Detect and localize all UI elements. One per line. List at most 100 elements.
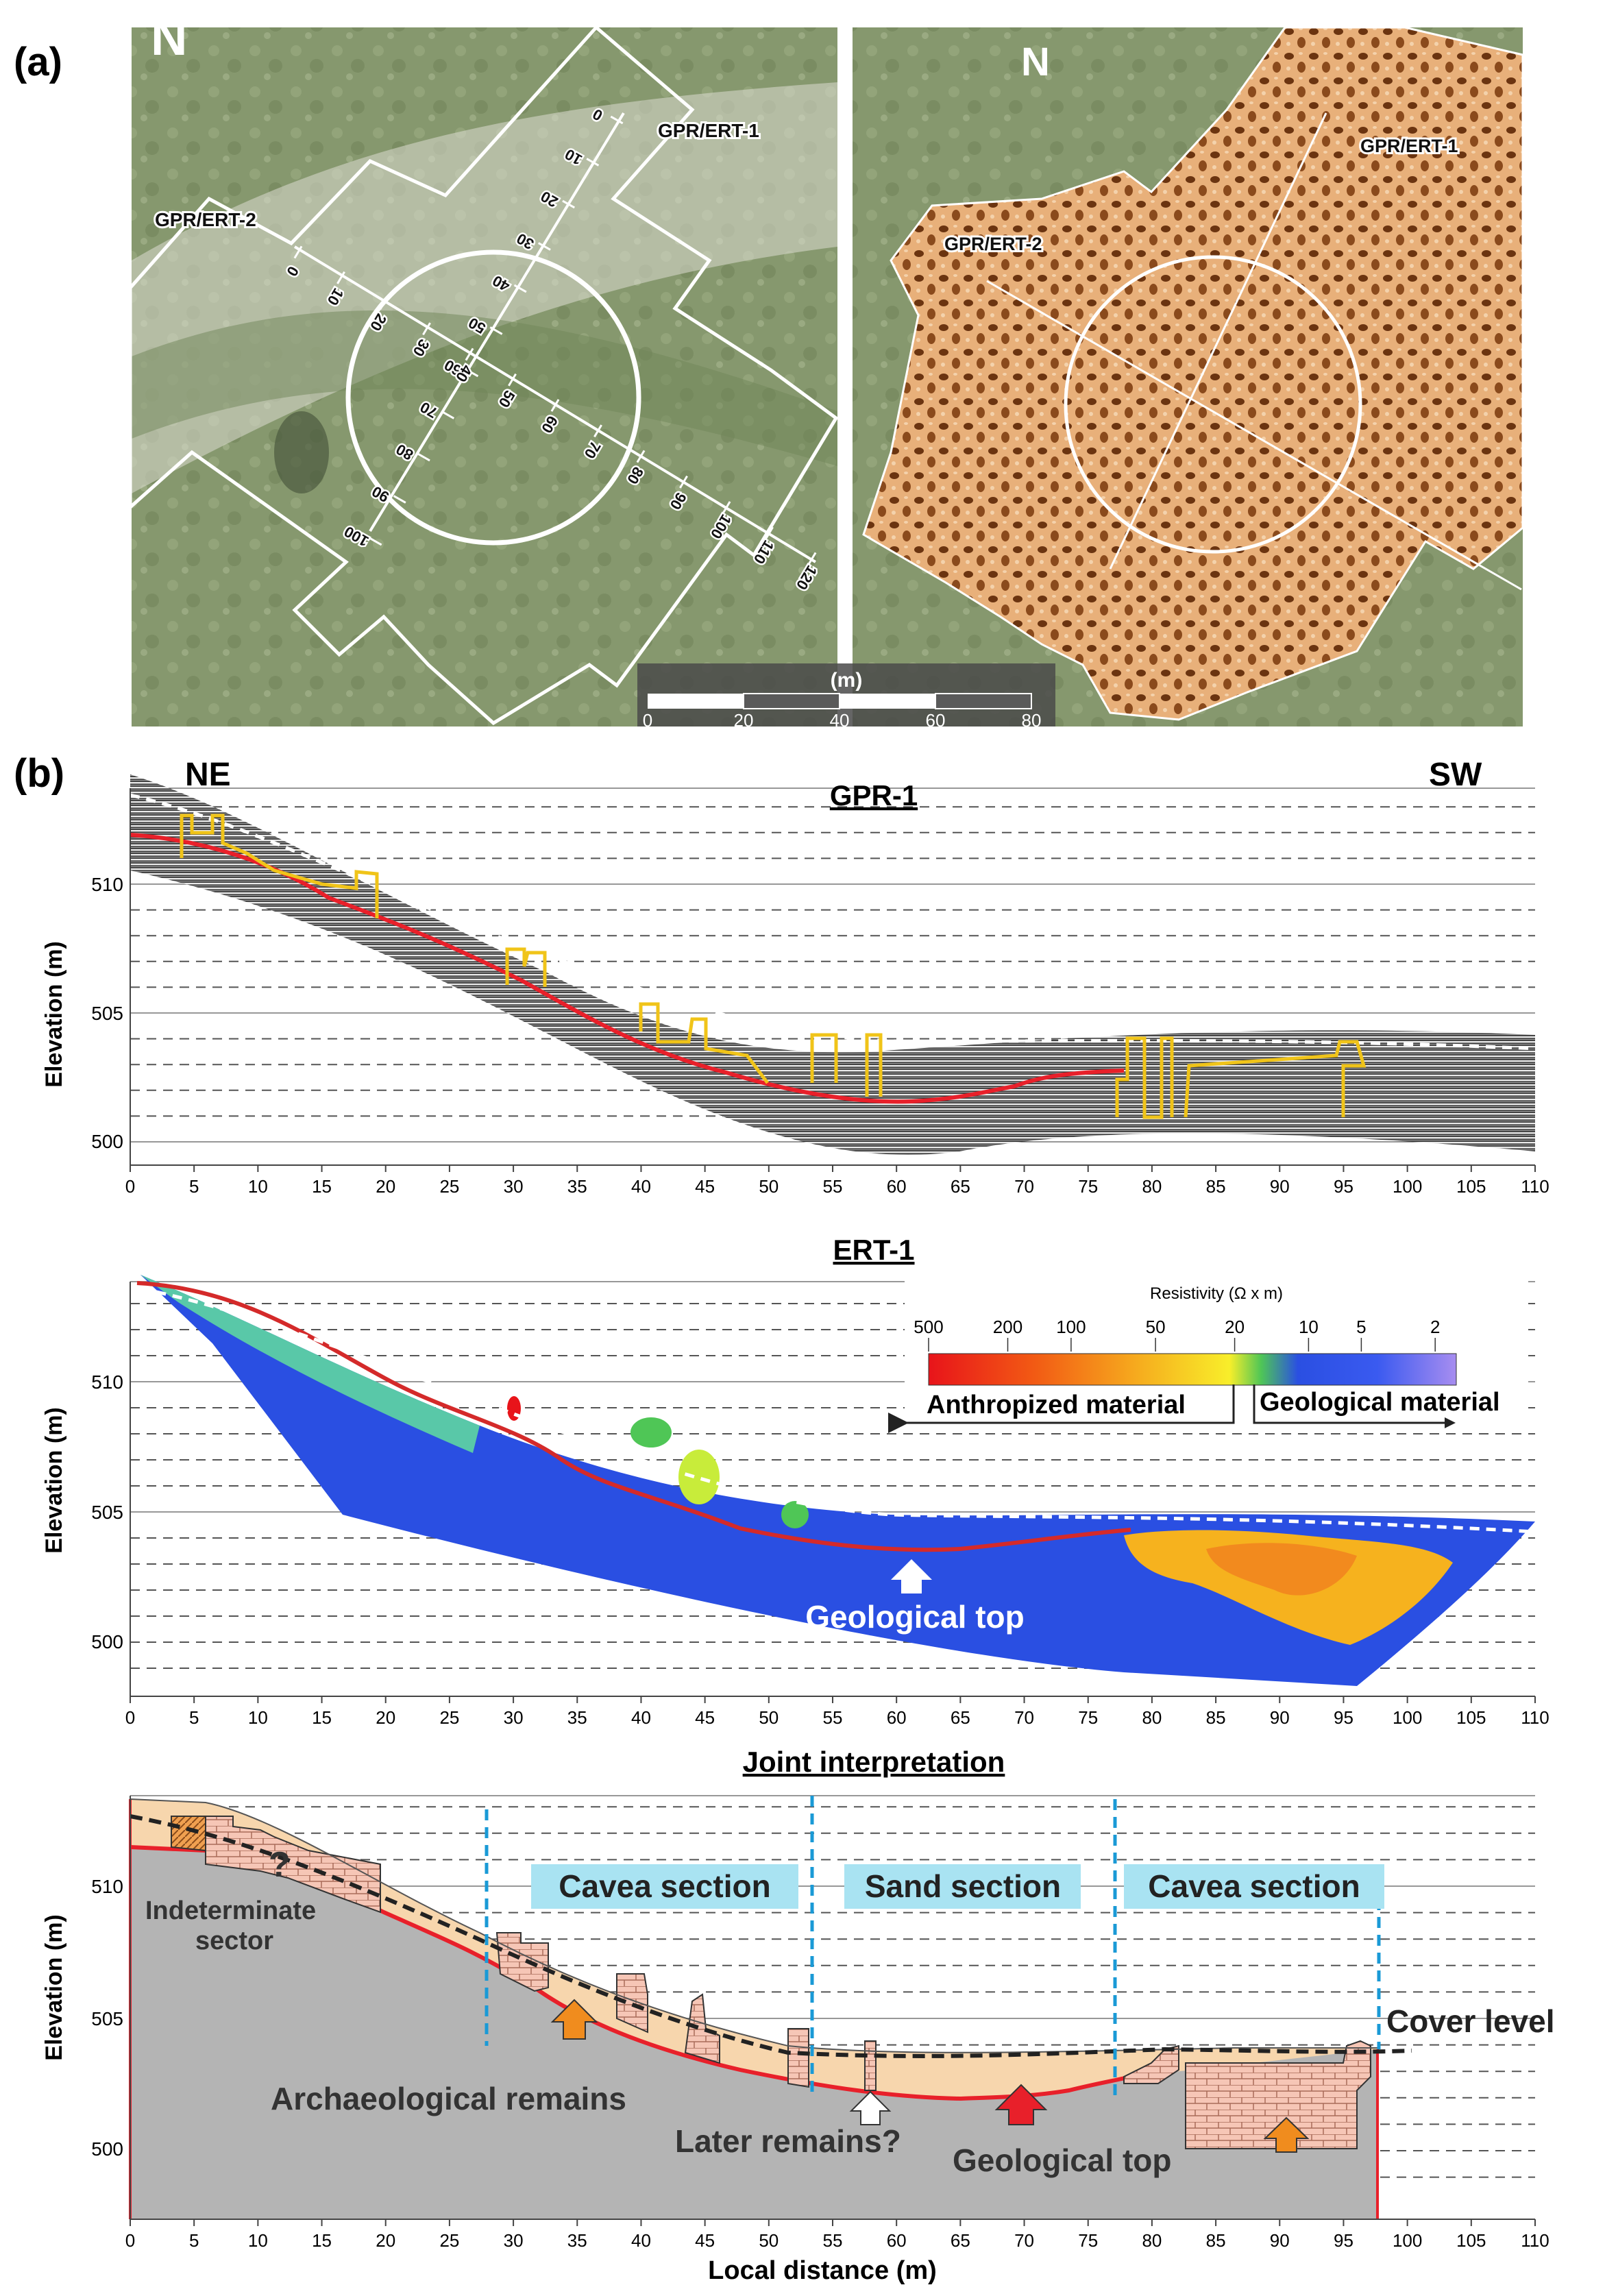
- gpr-ylabel: Elevation (m): [41, 941, 67, 1087]
- y-tick-label: 510: [91, 1371, 123, 1393]
- y-tick-label: 500: [91, 1131, 123, 1152]
- x-tick-label: 0: [125, 1176, 135, 1197]
- x-tick-label: 100: [1393, 1707, 1422, 1728]
- x-tick-label: 65: [951, 2230, 970, 2251]
- x-tick-label: 70: [1014, 2230, 1034, 2251]
- x-tick-label: 10: [248, 2230, 268, 2251]
- x-tick-label: 10: [248, 1707, 268, 1728]
- legend-tick-label: 200: [993, 1317, 1022, 1337]
- profile-label-2-map: GPR/ERT-2: [944, 234, 1042, 254]
- x-tick-label: 55: [823, 1707, 843, 1728]
- x-tick-label: 5: [189, 1176, 199, 1197]
- x-tick-label: 25: [439, 2230, 459, 2251]
- north-arrow-icon-2: N: [1021, 40, 1050, 84]
- y-tick-label: 500: [91, 1631, 123, 1652]
- x-tick-label: 55: [823, 1176, 843, 1197]
- red-arrow-icon: [994, 2084, 1048, 2125]
- x-tick-label: 80: [1142, 1707, 1162, 1728]
- question-mark: ?: [269, 1845, 291, 1885]
- x-tick-label: 80: [1142, 1176, 1162, 1197]
- legend-tick-label: 20: [1225, 1317, 1245, 1337]
- legend-title: Resistivity (Ω x m): [1150, 1284, 1283, 1303]
- y-tick-label: 505: [91, 2008, 123, 2029]
- joint-title: Joint interpretation: [743, 1746, 1005, 1778]
- scale-tick: 60: [926, 710, 946, 731]
- x-tick-label: 85: [1206, 2230, 1226, 2251]
- x-tick-label: 50: [759, 2230, 779, 2251]
- x-tick-label: 85: [1206, 1176, 1226, 1197]
- x-tick-label: 20: [376, 1176, 395, 1197]
- panel-a-label: (a): [14, 40, 62, 84]
- legend-tick-label: 50: [1146, 1317, 1166, 1337]
- section-label-cavea-2: Cavea section: [1148, 1868, 1360, 1904]
- x-tick-label: 35: [567, 2230, 587, 2251]
- geological-top-line: [130, 833, 1125, 1104]
- archaeological-remains-outlines: [180, 814, 1367, 1119]
- scale-tick: 40: [830, 710, 850, 731]
- scale-tick: 80: [1022, 710, 1042, 731]
- ert-section: Geological top ERT-1 Elevation (m) Resis…: [41, 1234, 1549, 1728]
- legend-tick-label: 5: [1356, 1317, 1366, 1337]
- legend-tick-label: 500: [914, 1317, 943, 1337]
- x-tick-label: 40: [631, 1176, 651, 1197]
- x-tick-label: 60: [887, 1176, 907, 1197]
- indeterminate-label: Indeterminate sector: [145, 1896, 316, 1955]
- gpr-amplitude-map: N GPR/ERT-1 GPR/ERT-2: [853, 26, 1524, 726]
- x-tick-label: 90: [1270, 2230, 1290, 2251]
- gpr-title: GPR-1: [830, 779, 918, 811]
- indeterminate-line-1: Indeterminate: [145, 1896, 316, 1925]
- legend-anthropized: Anthropized material: [927, 1391, 1186, 1419]
- x-tick-label: 85: [1206, 1707, 1226, 1728]
- y-tick-label: 500: [91, 2138, 123, 2160]
- joint-geo-top-label: Geological top: [953, 2142, 1171, 2178]
- indeterminate-line-2: sector: [195, 1927, 273, 1955]
- x-tick-label: 75: [1078, 1176, 1098, 1197]
- x-tick-label: 10: [248, 1176, 268, 1197]
- x-tick-label: 90: [1270, 1176, 1290, 1197]
- radargram: [130, 774, 1535, 1155]
- x-tick-label: 100: [1393, 1176, 1422, 1197]
- x-tick-label: 20: [376, 1707, 395, 1728]
- x-tick-label: 105: [1456, 2230, 1486, 2251]
- north-arrow-icon: N: [151, 9, 187, 66]
- x-tick-label: 25: [439, 1176, 459, 1197]
- x-tick-label: 45: [695, 1176, 715, 1197]
- x-tick-label: 35: [567, 1176, 587, 1197]
- x-tick-label: 105: [1456, 1176, 1486, 1197]
- x-tick-label: 45: [695, 2230, 715, 2251]
- x-tick-label: 40: [631, 2230, 651, 2251]
- xlabel: Local distance (m): [708, 2256, 937, 2285]
- scale-bar: (m) 0 20 40 60 80: [637, 663, 1055, 731]
- orange-arrow-icon: [550, 1999, 598, 2040]
- ert-title: ERT-1: [833, 1234, 914, 1266]
- white-arrow-icon: [849, 2090, 892, 2125]
- y-tick-label: 510: [91, 874, 123, 895]
- x-tick-label: 75: [1078, 1707, 1098, 1728]
- x-tick-label: 25: [439, 1707, 459, 1728]
- direction-ne: NE: [185, 757, 231, 793]
- y-tick-label: 510: [91, 1876, 123, 1897]
- x-tick-label: 95: [1334, 2230, 1353, 2251]
- scale-bar-title: (m): [831, 669, 863, 692]
- geological-top-arrow-icon: [891, 1559, 932, 1593]
- x-tick-label: 15: [312, 1707, 332, 1728]
- x-tick-label: 5: [189, 1707, 199, 1728]
- x-tick-label: 80: [1142, 2230, 1162, 2251]
- ert-ylabel: Elevation (m): [41, 1407, 67, 1553]
- x-tick-label: 50: [759, 1707, 779, 1728]
- ert-geo-top-label: Geological top: [805, 1599, 1024, 1635]
- section-label-sand: Sand section: [865, 1868, 1061, 1904]
- resistivity-model: [140, 1275, 1535, 1686]
- joint-section: Cavea section Sand section Cavea section…: [41, 1746, 1554, 2285]
- orange-arrow-icon-2: [1263, 2116, 1310, 2153]
- joint-ylabel: Elevation (m): [41, 1914, 67, 2060]
- x-tick-label: 50: [759, 1176, 779, 1197]
- x-tick-label: 30: [504, 2230, 524, 2251]
- x-tick-label: 30: [504, 1707, 524, 1728]
- section-label-cavea-1: Cavea section: [559, 1868, 770, 1904]
- x-tick-label: 30: [504, 1176, 524, 1197]
- y-tick-label: 505: [91, 1502, 123, 1523]
- profile-label-1: GPR/ERT-1: [658, 120, 759, 141]
- x-tick-label: 95: [1334, 1707, 1353, 1728]
